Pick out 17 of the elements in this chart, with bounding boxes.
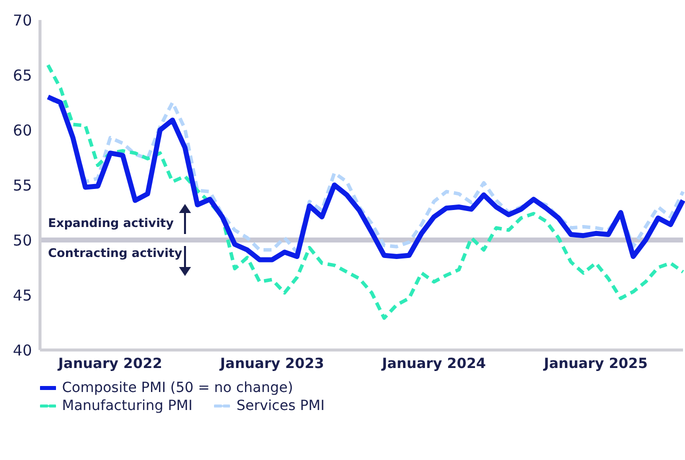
y-tick-label: 40 (12, 341, 32, 360)
line-series (46, 63, 685, 320)
x-tick-label: January 2024 (381, 356, 486, 372)
x-tick-label: January 2025 (542, 356, 648, 372)
legend-label: Manufacturing PMI (62, 398, 192, 414)
annotation: Expanding activity (48, 216, 174, 230)
y-tick-label: 55 (12, 176, 32, 194)
y-tick-label: 70 (12, 11, 32, 30)
y-tick-label: 50 (12, 231, 32, 250)
y-tick-label: 65 (12, 66, 32, 84)
y-tick-label: 45 (12, 286, 32, 304)
x-tick-label: January 2023 (219, 356, 324, 372)
legend-label: Services PMI (236, 398, 325, 414)
y-tick-label: 60 (12, 121, 32, 140)
legend-label: Composite PMI (50 = no change) (62, 380, 294, 396)
annotation: Contracting activity (48, 246, 182, 260)
x-tick-label: January 2022 (57, 356, 162, 372)
